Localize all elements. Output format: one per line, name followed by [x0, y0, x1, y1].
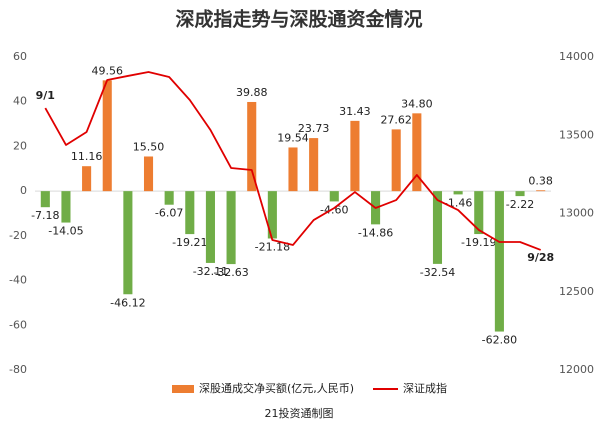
y-tick-label: 40 — [13, 95, 27, 108]
bar — [536, 190, 546, 192]
data-label: 39.88 — [236, 86, 268, 99]
bar — [391, 129, 401, 192]
data-label: -7.18 — [31, 209, 59, 222]
data-label: 27.62 — [380, 113, 412, 126]
data-label: 23.73 — [298, 122, 330, 135]
y2-tick-label: 13000 — [559, 207, 594, 220]
bar — [474, 191, 484, 235]
chart-title: 深成指走势与深股通资金情况 — [175, 8, 422, 31]
bar — [205, 191, 215, 263]
bar — [412, 113, 422, 192]
data-label: -19.19 — [461, 236, 496, 249]
bar — [288, 147, 298, 192]
data-label: -46.12 — [110, 296, 145, 309]
bar — [102, 80, 112, 192]
data-label: 0.38 — [528, 174, 553, 187]
legend-label: 深股通成交净买额(亿元,人民币) — [199, 381, 354, 395]
data-label: -6.07 — [155, 207, 183, 220]
data-label: -32.11 — [193, 265, 228, 278]
data-label: 15.50 — [133, 140, 165, 153]
bar — [164, 191, 174, 205]
bar — [82, 166, 92, 192]
data-label: -32.54 — [420, 266, 455, 279]
y-tick-label: -80 — [9, 363, 27, 376]
y-tick-label: -20 — [9, 229, 27, 242]
y2-tick-label: 13500 — [559, 128, 594, 141]
bar — [350, 120, 360, 192]
data-label: -2.22 — [506, 198, 534, 211]
bar — [267, 191, 277, 239]
bar — [453, 191, 463, 195]
y2-tick-label: 12000 — [559, 363, 594, 376]
bar — [247, 101, 257, 192]
y-tick-label: -40 — [9, 274, 27, 287]
data-label: -14.05 — [48, 225, 83, 238]
x-tick-label: 9/28 — [527, 251, 554, 264]
y-tick-label: 20 — [13, 139, 27, 152]
bar — [40, 191, 50, 208]
data-label: -32.63 — [213, 266, 248, 279]
data-label: -1.46 — [444, 196, 472, 209]
bar — [329, 191, 339, 202]
data-label: -21.18 — [255, 240, 290, 253]
bar — [494, 191, 504, 332]
data-label: -14.86 — [358, 226, 393, 239]
data-label: 49.56 — [91, 64, 123, 77]
y2-tick-label: 12500 — [559, 285, 594, 298]
footer: 21投资通制图 — [265, 406, 334, 420]
data-label: 31.43 — [339, 105, 371, 118]
y-tick-label: 0 — [20, 184, 27, 197]
y-tick-label: -60 — [9, 318, 27, 331]
bar — [515, 191, 525, 197]
data-label: 19.54 — [277, 131, 309, 144]
data-label: 11.16 — [71, 150, 103, 163]
data-label: 34.80 — [401, 97, 433, 110]
data-label: -19.21 — [172, 236, 207, 249]
data-label: -62.80 — [482, 334, 517, 347]
bar — [309, 138, 319, 192]
bar — [61, 191, 71, 223]
legend-swatch — [172, 385, 194, 393]
bar — [226, 191, 236, 265]
line — [44, 71, 542, 251]
x-tick-label: 9/1 — [36, 89, 55, 102]
bar — [432, 191, 443, 264]
bar — [143, 156, 154, 192]
bar — [185, 191, 195, 235]
y-tick-label: 60 — [13, 50, 27, 63]
legend-label: 深证成指 — [403, 381, 447, 395]
y2-tick-label: 14000 — [559, 50, 594, 63]
bar — [123, 191, 133, 295]
